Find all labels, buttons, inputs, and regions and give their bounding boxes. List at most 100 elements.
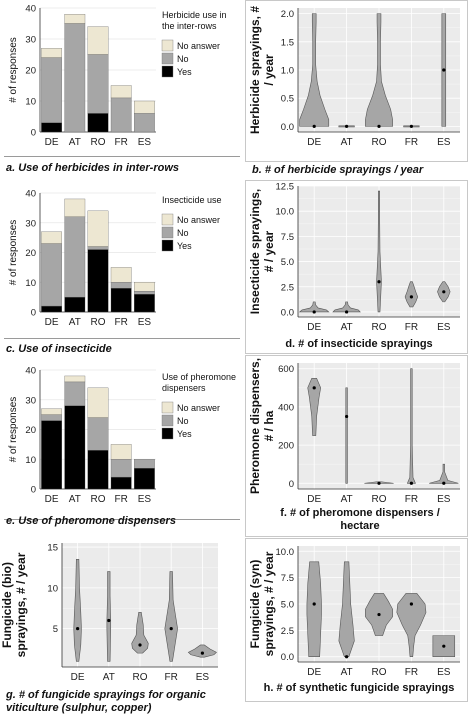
y-tick-label: 15 bbox=[47, 543, 58, 554]
legend-label: No answer bbox=[177, 215, 220, 225]
y-tick-label: 5.0 bbox=[281, 257, 294, 268]
bar-no-answer-de bbox=[41, 408, 62, 415]
x-tick-label: DE bbox=[307, 322, 321, 333]
median-point-at bbox=[345, 414, 349, 419]
y-axis-label-line: sprayings, # / year bbox=[14, 552, 28, 657]
legend-label: Yes bbox=[177, 429, 192, 439]
violin-at bbox=[338, 561, 355, 658]
bar-no-fr bbox=[110, 282, 132, 289]
bar-no-answer-ro bbox=[87, 210, 109, 247]
x-tick-label: FR bbox=[165, 672, 178, 683]
x-tick-label: ES bbox=[138, 317, 152, 328]
x-tick-label: ES bbox=[138, 494, 152, 505]
violin-fr bbox=[164, 571, 178, 662]
median-point-fr bbox=[409, 602, 413, 606]
caption-d: d. # of insecticide sprayings bbox=[285, 338, 433, 350]
bar-no-de bbox=[41, 414, 62, 421]
x-tick-label: FR bbox=[115, 137, 128, 148]
y-axis-label-line: Herbicide sprayings, # bbox=[248, 6, 262, 134]
bar-no-answer-fr bbox=[110, 267, 132, 283]
x-tick-label: FR bbox=[405, 322, 418, 333]
chart-d-insecticide-sprayings: 0.0 2.5 5.0 7.5 10.0 12.5 DE AT RO FR ES Insecticid… bbox=[248, 180, 466, 335]
bar-no-answer-de bbox=[41, 231, 62, 244]
bar-no-es bbox=[134, 459, 155, 469]
median-point-de bbox=[312, 602, 316, 606]
y-tick-label: 600 bbox=[278, 364, 294, 375]
x-tick-label: AT bbox=[69, 317, 81, 328]
y-tick-label: 5.0 bbox=[281, 600, 294, 611]
bar-no-answer-at bbox=[64, 375, 86, 383]
y-axis-label: Herbicide sprayings, # / year bbox=[248, 6, 276, 134]
caption-e: e. Use of pheromone dispensers bbox=[6, 515, 176, 527]
bar-no-answer-de bbox=[41, 48, 62, 58]
x-tick-label: ES bbox=[196, 672, 210, 683]
median-point-de bbox=[312, 310, 316, 314]
legend-label: Yes bbox=[177, 241, 192, 251]
y-tick-label: 40 bbox=[25, 4, 36, 15]
bar-yes-ro bbox=[87, 249, 109, 313]
y-axis-label: Pheromone dispensers, # / ha bbox=[248, 358, 276, 494]
bar-yes-fr bbox=[110, 288, 132, 313]
chart-f-pheromone-dispensers: 0 200 400 600 DE AT RO FR ES Pheromone dispensers… bbox=[248, 355, 466, 507]
bar-yes-de bbox=[41, 122, 62, 133]
bar-no-answer-es bbox=[134, 282, 155, 292]
violin-de bbox=[73, 559, 82, 662]
median-point-de bbox=[312, 124, 316, 128]
chart-c-insecticide-use: 0 10 20 30 40 DE AT RO FR ES # of responses Insecti… bbox=[0, 185, 240, 330]
bar-no-fr bbox=[110, 97, 132, 133]
y-tick-label: 40 bbox=[25, 189, 36, 200]
legend-swatch bbox=[161, 52, 174, 65]
y-axis-label-line: # / year bbox=[262, 230, 276, 272]
median-point-es bbox=[442, 68, 446, 72]
y-tick-label: 20 bbox=[25, 66, 36, 77]
median-point-fr bbox=[409, 295, 413, 299]
median-point-es bbox=[442, 290, 446, 294]
chart-svg-a: 0 10 20 30 40 DE AT RO FR ES # of responses Herbici… bbox=[8, 4, 227, 149]
violin-ro bbox=[131, 612, 149, 654]
violin-es bbox=[187, 644, 217, 658]
bar-yes-es bbox=[134, 468, 155, 490]
y-tick-label: 0 bbox=[31, 485, 36, 496]
panel-frame-f bbox=[245, 355, 468, 537]
y-axis-label: # of responses bbox=[8, 220, 19, 286]
bar-yes-fr bbox=[110, 476, 132, 490]
violin-at bbox=[106, 571, 112, 662]
x-tick-label: RO bbox=[372, 667, 387, 678]
x-tick-label: FR bbox=[405, 137, 418, 148]
median-point-at bbox=[345, 310, 349, 314]
bar-no-answer-ro bbox=[87, 26, 109, 55]
y-tick-label: 2.0 bbox=[281, 9, 294, 20]
legend-swatch bbox=[161, 226, 174, 239]
legend-swatch bbox=[161, 414, 174, 427]
x-tick-label: DE bbox=[45, 494, 59, 505]
bar-no-ro bbox=[87, 417, 109, 451]
bar-no-at bbox=[64, 216, 86, 298]
x-tick-label: FR bbox=[115, 317, 128, 328]
chart-a-herbicide-use: 0 10 20 30 40 DE AT RO FR ES # of responses Herbici… bbox=[0, 0, 240, 150]
legend-title: dispensers bbox=[162, 383, 206, 393]
y-tick-label: 0 bbox=[31, 308, 36, 319]
x-tick-label: DE bbox=[45, 137, 59, 148]
x-tick-label: ES bbox=[437, 667, 451, 678]
x-tick-label: AT bbox=[341, 494, 353, 505]
legend-label: No bbox=[177, 228, 189, 238]
y-tick-label: 200 bbox=[278, 441, 294, 452]
x-tick-label: AT bbox=[341, 667, 353, 678]
y-axis-label-line: / year bbox=[262, 54, 276, 86]
x-tick-label: DE bbox=[307, 137, 321, 148]
y-tick-label: 10.0 bbox=[276, 207, 295, 218]
y-tick-label: 7.5 bbox=[281, 573, 294, 584]
legend-swatch bbox=[161, 65, 174, 78]
bar-yes-es bbox=[134, 294, 155, 313]
y-tick-label: 5 bbox=[53, 624, 58, 635]
bar-no-ro bbox=[87, 54, 109, 114]
x-tick-label: RO bbox=[91, 137, 106, 148]
chart-h-fungicide-syn: 0.0 2.5 5.0 7.5 10.0 DE AT RO FR ES Fungicide (syn… bbox=[248, 540, 466, 680]
median-point-at bbox=[345, 655, 349, 659]
row-separator-2 bbox=[4, 338, 240, 339]
x-tick-label: AT bbox=[341, 322, 353, 333]
y-tick-label: 400 bbox=[278, 402, 294, 413]
chart-e-pheromone-use: 0 10 20 30 40 DE AT RO FR ES # of responses Use of … bbox=[0, 362, 240, 507]
x-tick-label: DE bbox=[71, 672, 85, 683]
x-tick-label: FR bbox=[405, 667, 418, 678]
